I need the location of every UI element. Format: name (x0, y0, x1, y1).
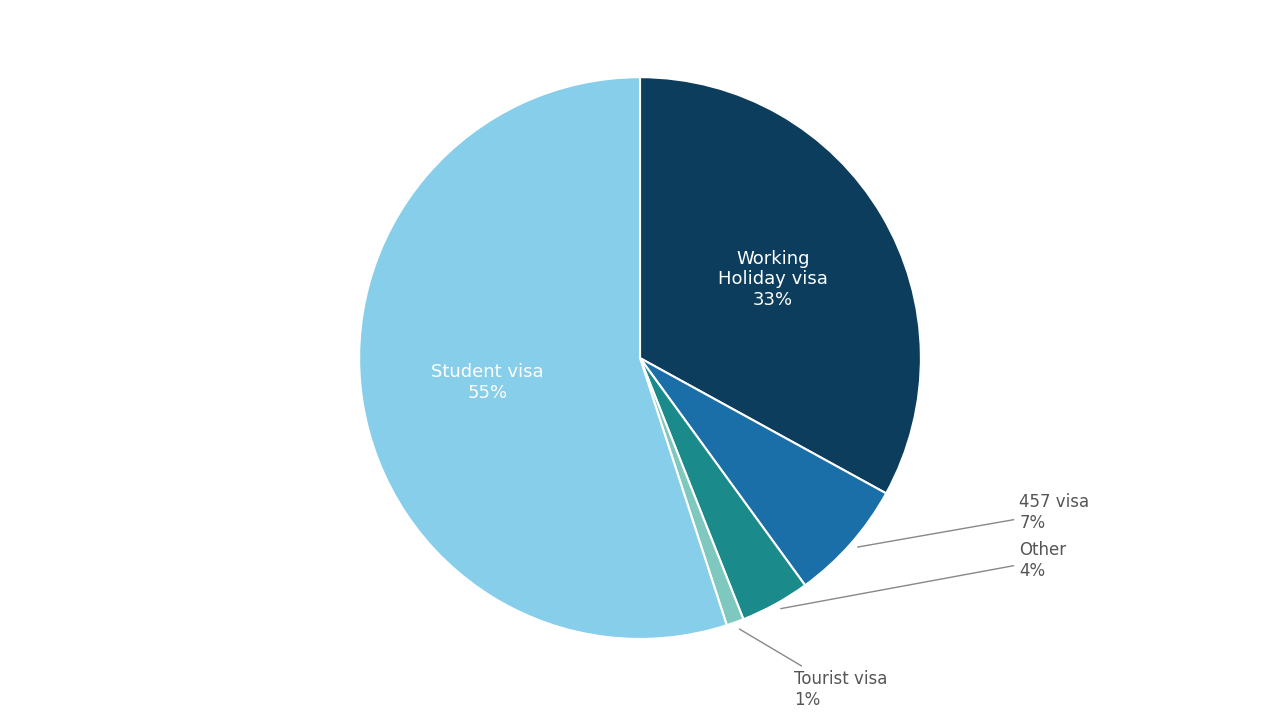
Text: Other
4%: Other 4% (781, 541, 1066, 608)
Text: Working
Holiday visa
33%: Working Holiday visa 33% (718, 250, 828, 309)
Text: Student visa
55%: Student visa 55% (431, 363, 544, 402)
Wedge shape (640, 358, 744, 625)
Wedge shape (360, 77, 727, 639)
Wedge shape (640, 358, 805, 619)
Wedge shape (640, 77, 920, 493)
Wedge shape (640, 358, 886, 585)
Text: Tourist visa
1%: Tourist visa 1% (740, 629, 888, 709)
Text: 457 visa
7%: 457 visa 7% (858, 493, 1089, 547)
